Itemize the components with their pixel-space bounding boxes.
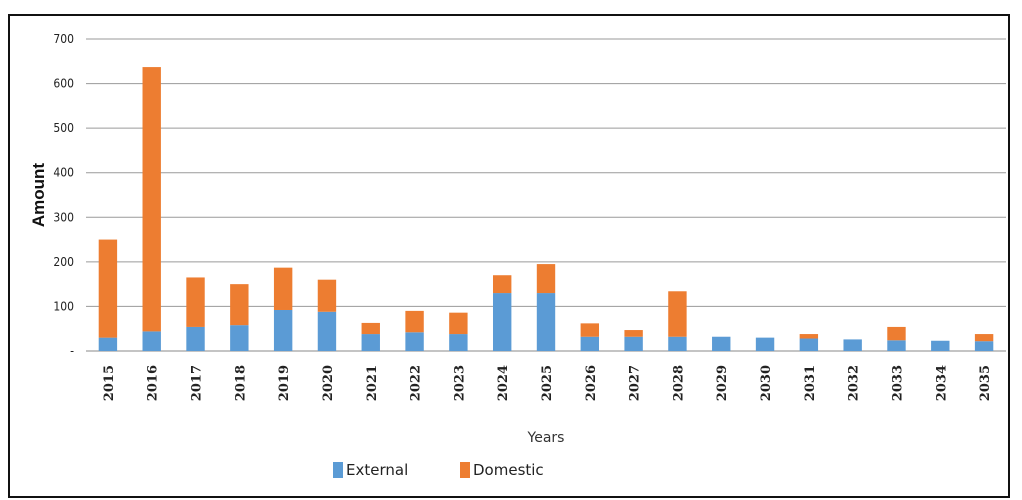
x-tick-label: 2027 (628, 365, 643, 401)
x-tick-label: 2019 (277, 365, 292, 401)
x-tick-label: 2035 (978, 365, 993, 401)
x-axis-ticks: 2015 2016 2017 2018 2019 2020 2021 2022 2023 2024… (102, 365, 993, 401)
bar-external-2034 (931, 340, 950, 351)
bars (98, 67, 994, 351)
bar-external-2024 (492, 293, 512, 351)
bar-external-2028 (668, 336, 687, 351)
x-tick-label: 2026 (584, 365, 599, 401)
bar-external-2016 (142, 331, 161, 351)
bar-domestic-2023 (449, 312, 468, 335)
bar-external-2019 (273, 309, 293, 351)
bar-external-2030 (755, 337, 775, 351)
y-axis-ticks: - 100 200 300 400 500 600 700 (53, 32, 74, 358)
bar-domestic-2026 (580, 323, 600, 337)
x-tick-label: 2024 (496, 365, 511, 401)
bar-external-2033 (887, 340, 906, 351)
chart-frame (8, 14, 1010, 498)
x-tick-label: 2025 (540, 365, 555, 401)
y-tick-label: 400 (53, 166, 74, 180)
y-tick-label: 100 (53, 299, 74, 313)
legend-swatch-external (333, 462, 343, 478)
bar-external-2017 (186, 326, 205, 351)
x-tick-label: 2032 (847, 365, 862, 401)
bar-domestic-2020 (317, 279, 337, 312)
bar-external-2032 (843, 339, 862, 351)
bar-domestic-2033 (887, 326, 906, 341)
bar-external-2022 (405, 332, 424, 351)
bar-domestic-2019 (273, 267, 293, 310)
bar-domestic-2028 (668, 291, 687, 337)
bar-domestic-2025 (536, 264, 556, 294)
legend-label-external: External (346, 461, 408, 479)
bar-domestic-2018 (230, 284, 249, 326)
y-axis-title: Amount (29, 163, 48, 228)
x-tick-label: 2016 (146, 365, 161, 401)
bar-external-2025 (536, 293, 556, 351)
bar-domestic-2021 (361, 322, 380, 335)
x-tick-label: 2018 (233, 365, 248, 401)
y-tick-label: 200 (53, 255, 74, 269)
bar-external-2023 (449, 334, 468, 351)
bar-external-2026 (580, 336, 600, 351)
bar-external-2031 (799, 338, 819, 351)
x-tick-label: 2017 (190, 365, 205, 401)
bar-external-2018 (230, 325, 249, 351)
bar-domestic-2024 (492, 275, 512, 294)
x-tick-label: 2031 (803, 365, 818, 401)
y-tick-label: 300 (53, 210, 74, 224)
legend-label-domestic: Domestic (473, 461, 544, 479)
bar-domestic-2017 (186, 277, 205, 327)
y-tick-label: - (70, 344, 74, 358)
bar-external-2035 (974, 341, 994, 351)
y-tick-label: 700 (53, 32, 74, 46)
bar-domestic-2015 (98, 239, 118, 338)
x-tick-label: 2034 (934, 365, 949, 401)
bar-external-2015 (98, 337, 118, 351)
bar-external-2029 (712, 336, 731, 351)
x-axis-title: Years (527, 430, 565, 446)
y-tick-label: 600 (53, 77, 74, 91)
x-tick-label: 2021 (365, 365, 380, 401)
legend: External Domestic (333, 461, 544, 479)
bar-domestic-2022 (405, 310, 424, 333)
legend-swatch-domestic (460, 462, 470, 478)
bar-domestic-2016 (142, 67, 161, 332)
x-tick-label: 2033 (890, 365, 905, 401)
x-tick-label: 2022 (409, 365, 424, 401)
x-tick-label: 2015 (102, 365, 117, 401)
bar-domestic-2031 (799, 334, 819, 339)
bar-external-2021 (361, 334, 380, 351)
bar-domestic-2035 (974, 334, 994, 342)
x-tick-label: 2030 (759, 365, 774, 401)
x-tick-label: 2023 (452, 365, 467, 401)
bar-external-2020 (317, 311, 337, 351)
x-tick-label: 2020 (321, 365, 336, 401)
bar-domestic-2027 (624, 330, 643, 337)
y-tick-label: 500 (53, 121, 74, 135)
bar-external-2027 (624, 336, 643, 351)
x-tick-label: 2028 (671, 365, 686, 401)
x-tick-label: 2029 (715, 365, 730, 401)
